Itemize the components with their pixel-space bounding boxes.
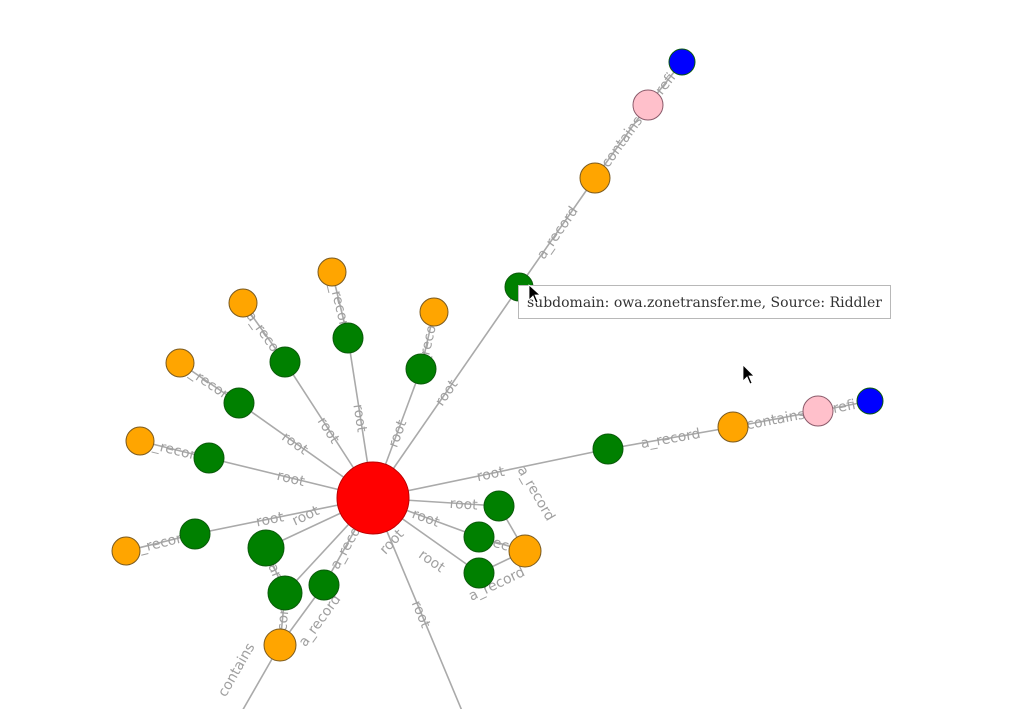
edge-label: root [290,503,323,530]
edge-label: root [475,464,506,485]
edge-label: root [449,496,479,514]
edge-label: contains [745,407,806,434]
edge-label: a_record [534,204,582,263]
ip-node[interactable] [263,628,297,662]
subdomain-node[interactable] [247,529,285,567]
subdomain-node[interactable] [193,442,225,474]
netblock-node[interactable] [632,89,664,121]
edge-label: root [386,417,411,449]
subdomain-node[interactable] [463,521,495,553]
mouse-cursor-icon [742,364,755,385]
ip-node[interactable] [228,288,258,318]
subdomain-node[interactable] [179,518,211,550]
netblock-node[interactable] [802,395,834,427]
edge-label: contains [215,640,258,699]
node-tooltip: subdomain: owa.zonetransfer.me, Source: … [518,285,891,319]
subdomain-node[interactable] [463,557,495,589]
edge-root [372,448,609,499]
edge-a_record [518,177,596,288]
subdomain-node[interactable] [267,575,303,611]
edge-a_record [607,426,734,450]
edge-root [372,497,463,709]
ip-node[interactable] [717,411,749,443]
edge-label: a_record [514,464,558,524]
edge-label: root [255,509,286,530]
edge-labels-layer: a_recordcnamea_recorda_recorda_recordref… [130,70,857,700]
subdomain-node[interactable] [592,433,624,465]
nodes-layer [111,48,884,662]
edge-label: root [279,429,312,459]
edge-root [372,286,520,499]
edge-label: root [415,547,448,577]
asn-node[interactable] [668,48,696,76]
asn-node[interactable] [856,387,884,415]
edge-label: root [408,598,434,631]
subdomain-node[interactable] [332,322,364,354]
edge-label: root [275,468,307,490]
subdomain-node[interactable] [269,346,301,378]
ip-node[interactable] [579,162,611,194]
ip-node[interactable] [317,257,347,287]
edge-label: a_record [640,426,702,452]
subdomain-node[interactable] [308,569,340,601]
subdomain-node[interactable] [483,490,515,522]
ip-node[interactable] [508,534,542,568]
subdomain-node[interactable] [405,353,437,385]
ip-node[interactable] [419,297,449,327]
edge-label: refi [831,397,857,417]
edge-label: root [349,403,369,434]
edge-label: contains [598,113,646,170]
ip-node[interactable] [165,348,195,378]
root-node[interactable] [336,461,410,535]
subdomain-node[interactable] [223,387,255,419]
edge-label: root [432,377,461,410]
edge-label: a_record [296,592,345,650]
edges-layer [125,61,871,709]
ip-node[interactable] [125,426,155,456]
ip-node[interactable] [111,536,141,566]
edge-label: root [314,414,343,447]
